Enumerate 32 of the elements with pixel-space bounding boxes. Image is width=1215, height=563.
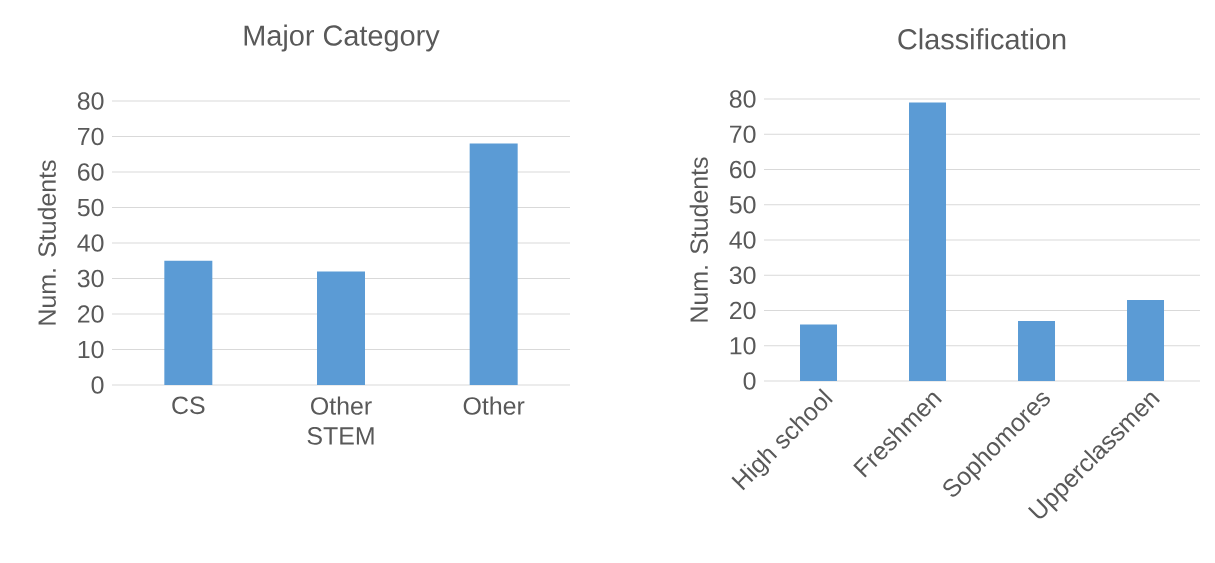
chart-title: Major Category bbox=[244, 24, 440, 52]
bar bbox=[1018, 321, 1056, 381]
chart-title: Classification bbox=[898, 28, 1066, 50]
x-tick-label: Other STEM bbox=[307, 396, 374, 445]
y-tick-label: 70 bbox=[730, 125, 756, 144]
bar bbox=[164, 260, 213, 385]
y-tick-label: 10 bbox=[730, 336, 756, 355]
x-tick-label: Other bbox=[463, 396, 525, 415]
y-tick-label: 80 bbox=[729, 90, 756, 108]
bar bbox=[800, 324, 838, 381]
y-tick-label: 0 bbox=[743, 372, 756, 390]
y-axis-title: Num. Students bbox=[37, 160, 56, 325]
bar bbox=[1127, 299, 1165, 381]
y-tick-label: 50 bbox=[729, 195, 756, 214]
x-tick-label: CS bbox=[172, 396, 205, 415]
y-tick-label: 80 bbox=[77, 92, 104, 110]
y-tick-label: 40 bbox=[77, 234, 104, 252]
y-tick-label: 60 bbox=[78, 163, 104, 181]
y-tick-label: 10 bbox=[78, 340, 104, 359]
bar bbox=[469, 143, 518, 385]
y-tick-label: 30 bbox=[77, 269, 104, 288]
y-tick-label: 70 bbox=[78, 127, 104, 146]
y-tick-label: 20 bbox=[78, 305, 104, 323]
y-tick-label: 60 bbox=[730, 160, 756, 179]
y-tick-label: 20 bbox=[730, 301, 756, 320]
y-tick-label: 30 bbox=[729, 266, 756, 285]
bar bbox=[317, 271, 365, 385]
y-tick-label: 50 bbox=[77, 198, 104, 217]
y-axis-title: Num. Students bbox=[689, 157, 708, 322]
y-tick-label: 0 bbox=[91, 376, 104, 394]
y-tick-label: 40 bbox=[729, 231, 756, 249]
bar bbox=[909, 102, 947, 381]
